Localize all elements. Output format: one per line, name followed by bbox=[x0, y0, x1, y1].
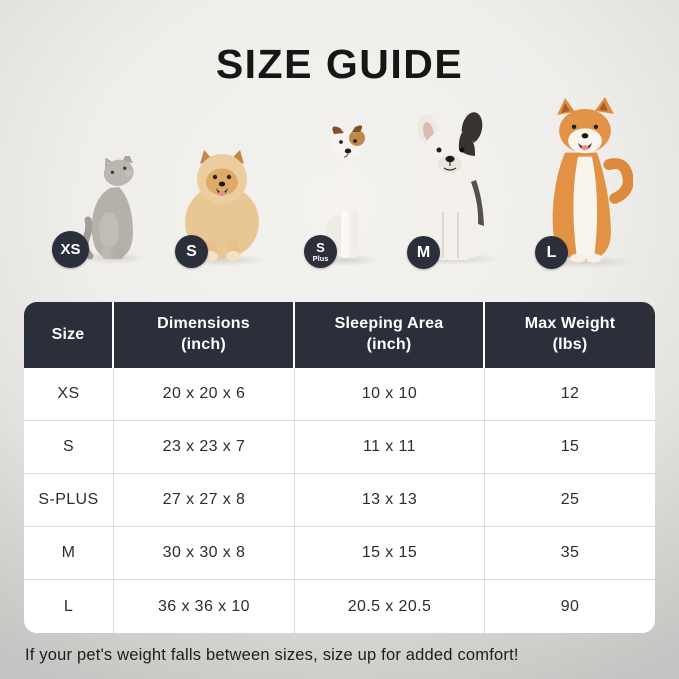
cell-s-sleeping-area: 11 x 11 bbox=[295, 421, 485, 474]
badge-s-label: S bbox=[186, 242, 197, 260]
cell-xs-dimensions: 20 x 20 x 6 bbox=[114, 368, 295, 421]
french-bulldog-image bbox=[401, 112, 501, 262]
badge-s-plus-sublabel: Plus bbox=[312, 253, 329, 263]
column-header-dimensions-line2: (inch) bbox=[181, 336, 226, 353]
column-header-dimensions: Dimensions (inch) bbox=[114, 302, 295, 368]
cell-splus-dimensions: 27 x 27 x 8 bbox=[114, 474, 295, 527]
column-header-sleeping-area-line1: Sleeping Area bbox=[334, 315, 444, 333]
column-header-sleeping-area-line2: (inch) bbox=[366, 336, 412, 353]
jack-russell-image bbox=[314, 124, 378, 262]
column-header-sleeping-area: Sleeping Area (inch) bbox=[295, 302, 485, 368]
badge-xs: XS bbox=[52, 231, 89, 268]
cell-l-sleeping-area: 20.5 x 20.5 bbox=[295, 580, 485, 633]
column-header-dimensions-line1: Dimensions bbox=[157, 315, 250, 333]
cell-s-max-weight: 15 bbox=[485, 421, 655, 474]
size-table: Size Dimensions (inch) Sleeping Area (in… bbox=[24, 302, 655, 633]
cell-l-dimensions: 36 x 36 x 10 bbox=[114, 580, 295, 633]
cell-m-sleeping-area: 15 x 15 bbox=[295, 527, 485, 580]
column-header-size: Size bbox=[24, 302, 114, 368]
badge-s: S bbox=[175, 235, 208, 268]
cell-l-max-weight: 90 bbox=[485, 580, 655, 633]
page-title: SIZE GUIDE bbox=[215, 41, 464, 87]
jack-russell-icon bbox=[326, 125, 365, 258]
badge-xs-label: XS bbox=[60, 241, 81, 258]
badge-m: M bbox=[407, 236, 440, 269]
badge-m-label: M bbox=[416, 243, 431, 261]
footer-note: If your pet's weight falls between sizes… bbox=[25, 646, 519, 664]
cell-m-max-weight: 35 bbox=[485, 527, 655, 580]
cat-image bbox=[82, 156, 142, 262]
cell-s-dimensions: 23 x 23 x 7 bbox=[114, 421, 295, 474]
badge-l: L bbox=[535, 236, 568, 269]
cell-xs-max-weight: 12 bbox=[485, 368, 655, 421]
cell-m-dimensions: 30 x 30 x 8 bbox=[114, 527, 295, 580]
column-header-max-weight: Max Weight (lbs) bbox=[485, 302, 655, 368]
badge-s-plus: S Plus bbox=[304, 235, 337, 268]
pomeranian-image bbox=[178, 148, 266, 262]
badge-s-plus-label: S bbox=[316, 239, 325, 255]
cell-xs-size: XS bbox=[24, 368, 114, 421]
shiba-inu-icon bbox=[552, 97, 633, 263]
cell-xs-sleeping-area: 10 x 10 bbox=[295, 368, 485, 421]
cell-s-size: S bbox=[24, 421, 114, 474]
cat-icon bbox=[82, 156, 134, 260]
cell-m-size: M bbox=[24, 527, 114, 580]
pomeranian-icon bbox=[185, 150, 259, 261]
cell-l-size: L bbox=[24, 580, 114, 633]
column-header-max-weight-line1: Max Weight bbox=[524, 315, 616, 333]
column-header-max-weight-line2: (lbs) bbox=[552, 336, 588, 353]
cell-splus-sleeping-area: 13 x 13 bbox=[295, 474, 485, 527]
cell-splus-size: S-PLUS bbox=[24, 474, 114, 527]
badge-l-label: L bbox=[546, 243, 557, 261]
french-bulldog-icon bbox=[416, 112, 485, 260]
column-header-size-text: Size bbox=[51, 325, 85, 343]
cell-splus-max-weight: 25 bbox=[485, 474, 655, 527]
shiba-inu-image bbox=[537, 97, 633, 264]
